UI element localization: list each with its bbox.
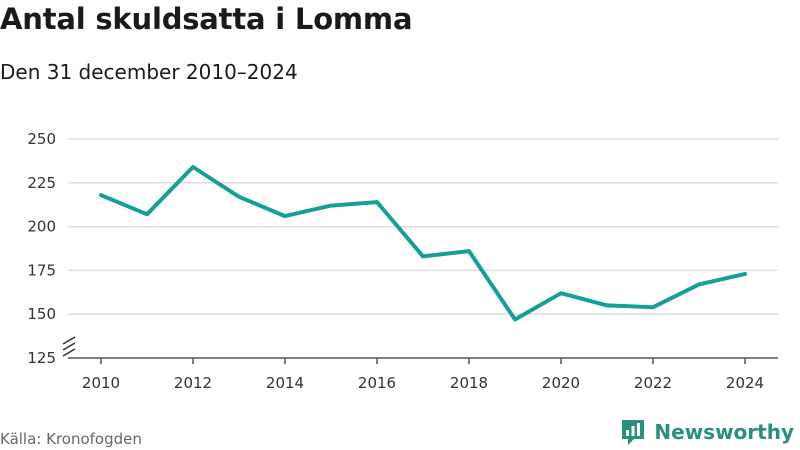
- axis-break-icon: [62, 336, 76, 357]
- y-tick-label: 150: [27, 305, 56, 323]
- x-tick-label: 2010: [82, 374, 120, 392]
- chart-subtitle: Den 31 december 2010–2024: [0, 60, 298, 84]
- line-chart: 125 150 175 200 225 250 2010 2012 2014 2016 2018 20…: [27, 130, 778, 392]
- y-tick-label: 125: [27, 349, 56, 367]
- x-tick-label: 2024: [726, 374, 764, 392]
- x-tick-label: 2020: [542, 374, 580, 392]
- x-tick-label: 2016: [358, 374, 396, 392]
- x-tick-label: 2014: [266, 374, 304, 392]
- y-tick-label: 200: [27, 218, 56, 236]
- series: [99, 165, 747, 322]
- y-tick-label: 250: [27, 130, 56, 148]
- y-tick-label: 225: [27, 174, 56, 192]
- x-tick-label: 2018: [450, 374, 488, 392]
- newsworthy-logo-icon: [622, 420, 645, 445]
- x-tick-label: 2022: [634, 374, 672, 392]
- series-line: [99, 165, 747, 322]
- source-note: Källa: Kronofogden: [0, 430, 142, 448]
- brand-name: Newsworthy: [654, 420, 794, 444]
- brand-logo: Newsworthy: [620, 418, 794, 446]
- axes: 125 150 175 200 225 250 2010 2012 2014 2016 2018 20…: [27, 130, 778, 392]
- gridlines: [68, 138, 778, 315]
- chart-title: Antal skuldsatta i Lomma: [0, 2, 413, 36]
- x-tick-label: 2012: [174, 374, 212, 392]
- y-tick-label: 175: [27, 261, 56, 279]
